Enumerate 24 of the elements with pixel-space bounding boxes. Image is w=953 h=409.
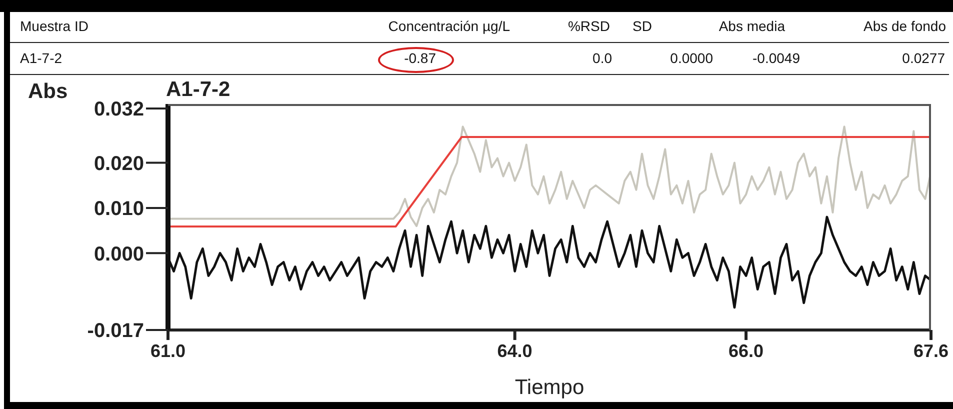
chart-title: A1-7-2 xyxy=(166,78,230,102)
y-tick-label: 0.032 xyxy=(94,98,144,121)
text: -0.87 xyxy=(404,50,436,66)
text: SD xyxy=(632,18,652,34)
x-tick-label: 67.6 xyxy=(913,340,949,361)
text: 0.0000 xyxy=(670,50,713,66)
text: Abs de fondo xyxy=(863,18,946,34)
y-tick-label: 0.020 xyxy=(94,152,144,175)
text: 0.0277 xyxy=(902,50,945,66)
y-tick-label: 0.000 xyxy=(94,243,144,266)
text: 0.0 xyxy=(592,50,612,66)
y-tick-label: -0.017 xyxy=(87,320,144,342)
text: Concentración µg/L xyxy=(388,18,510,34)
text: Muestra ID xyxy=(20,18,88,34)
x-tick-label: 66.0 xyxy=(728,340,764,361)
text: %RSD xyxy=(568,18,610,34)
y-axis-title: Abs xyxy=(28,80,68,104)
x-tick-label: 64.0 xyxy=(497,340,532,361)
text: -0.0049 xyxy=(752,50,800,66)
text: Abs media xyxy=(718,18,785,34)
text: A1-7-2 xyxy=(20,50,62,66)
x-tick-label: 61.0 xyxy=(150,340,186,361)
x-axis-title: Tiempo xyxy=(514,376,584,399)
y-tick-label: 0.010 xyxy=(94,198,144,220)
